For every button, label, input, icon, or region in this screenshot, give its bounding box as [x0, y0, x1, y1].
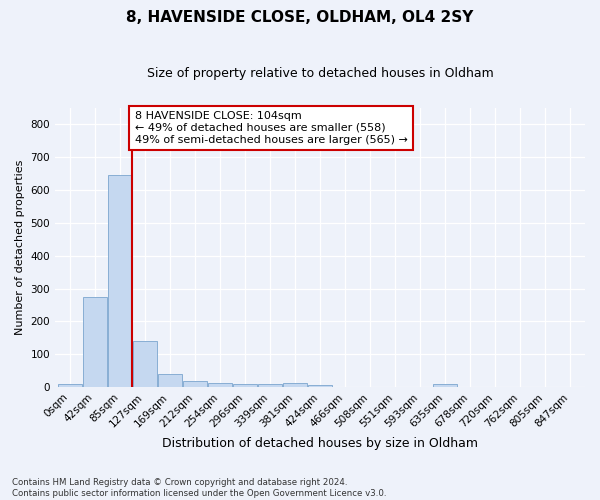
Text: 8 HAVENSIDE CLOSE: 104sqm
← 49% of detached houses are smaller (558)
49% of semi: 8 HAVENSIDE CLOSE: 104sqm ← 49% of detac…: [135, 112, 408, 144]
Y-axis label: Number of detached properties: Number of detached properties: [15, 160, 25, 335]
Text: 8, HAVENSIDE CLOSE, OLDHAM, OL4 2SY: 8, HAVENSIDE CLOSE, OLDHAM, OL4 2SY: [127, 10, 473, 25]
Bar: [233, 384, 257, 387]
Bar: [308, 386, 332, 387]
Bar: [183, 381, 207, 387]
Bar: [158, 374, 182, 387]
Bar: [283, 383, 307, 387]
X-axis label: Distribution of detached houses by size in Oldham: Distribution of detached houses by size …: [162, 437, 478, 450]
Text: Contains HM Land Registry data © Crown copyright and database right 2024.
Contai: Contains HM Land Registry data © Crown c…: [12, 478, 386, 498]
Bar: [133, 341, 157, 387]
Bar: [58, 384, 82, 387]
Bar: [83, 296, 107, 387]
Bar: [433, 384, 457, 387]
Bar: [108, 176, 132, 387]
Title: Size of property relative to detached houses in Oldham: Size of property relative to detached ho…: [146, 68, 493, 80]
Bar: [258, 384, 282, 387]
Bar: [208, 383, 232, 387]
